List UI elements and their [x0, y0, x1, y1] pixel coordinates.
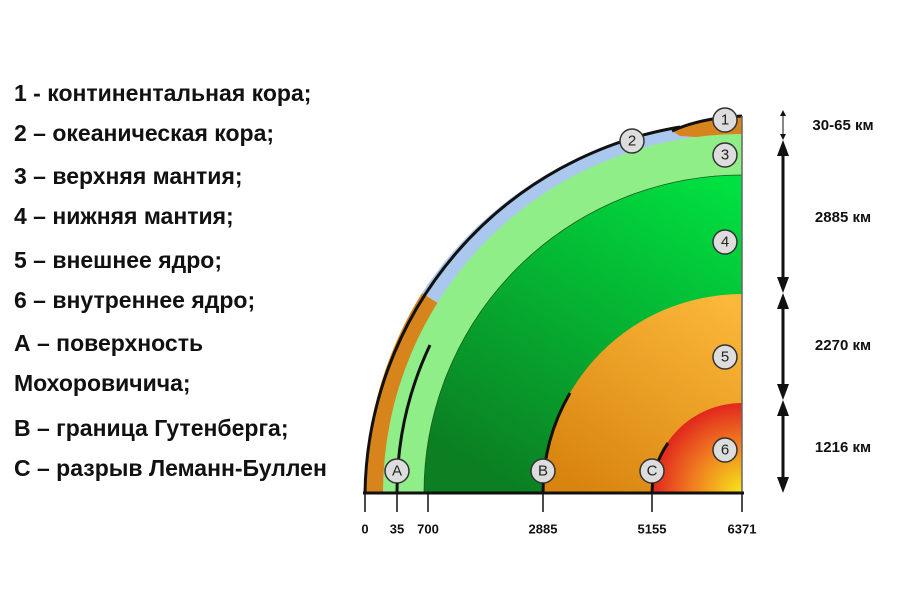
- earth-quadrant: [363, 114, 744, 495]
- legend-item: С – разрыв Леманн-Буллен: [14, 455, 327, 481]
- marker-label: 3: [721, 147, 729, 164]
- marker-badge: [712, 437, 738, 463]
- thickness-arrows: [777, 110, 789, 493]
- axis-label: 2885: [529, 521, 558, 536]
- legend: 1 - континентальная кора; 2 – океаническ…: [14, 80, 327, 481]
- legend-item: 1 - континентальная кора;: [14, 80, 311, 106]
- marker-badge: [712, 107, 738, 133]
- marker-label: A: [392, 463, 402, 480]
- marker-label: B: [538, 463, 548, 480]
- arrow-head: [780, 110, 786, 140]
- axis-label: 5155: [638, 521, 667, 536]
- marker-badge: [712, 344, 738, 370]
- thickness-label: 1216 км: [815, 439, 871, 456]
- arrow-head: [777, 140, 789, 293]
- legend-item: 4 – нижняя мантия;: [14, 203, 234, 229]
- marker-label: C: [647, 463, 658, 480]
- axis-label: 35: [390, 521, 404, 536]
- legend-item: 3 – верхняя мантия;: [14, 163, 243, 189]
- inner-core: [652, 403, 742, 493]
- legend-item: А – поверхность: [14, 330, 203, 356]
- marker-badge: [712, 142, 738, 168]
- marker-label: 6: [721, 442, 729, 459]
- marker-label: 2: [628, 133, 636, 150]
- marker-badge: [712, 229, 738, 255]
- marker-badge: [619, 128, 645, 154]
- marker-label: 1: [721, 112, 729, 129]
- surface-outline: [363, 125, 681, 494]
- legend-item: 2 – океаническая кора;: [14, 120, 274, 146]
- thickness-label: 30-65 км: [812, 117, 873, 134]
- legend-item: 5 – внешнее ядро;: [14, 247, 222, 273]
- marker-label: 4: [721, 234, 729, 251]
- thickness-label: 2885 км: [815, 209, 871, 226]
- axis-label: 0: [361, 521, 368, 536]
- axis-label: 700: [417, 521, 439, 536]
- markers: 1 2 3 4 5 6 A B C: [384, 107, 738, 484]
- legend-item: В – граница Гутенберга;: [14, 415, 289, 441]
- legend-item: Мохоровичича;: [14, 370, 191, 396]
- depth-axis: [364, 483, 743, 512]
- axis-label: 6371: [728, 521, 757, 536]
- marker-label: 5: [721, 349, 729, 366]
- thickness-label: 2270 км: [815, 337, 871, 354]
- legend-item: 6 – внутреннее ядро;: [14, 287, 255, 313]
